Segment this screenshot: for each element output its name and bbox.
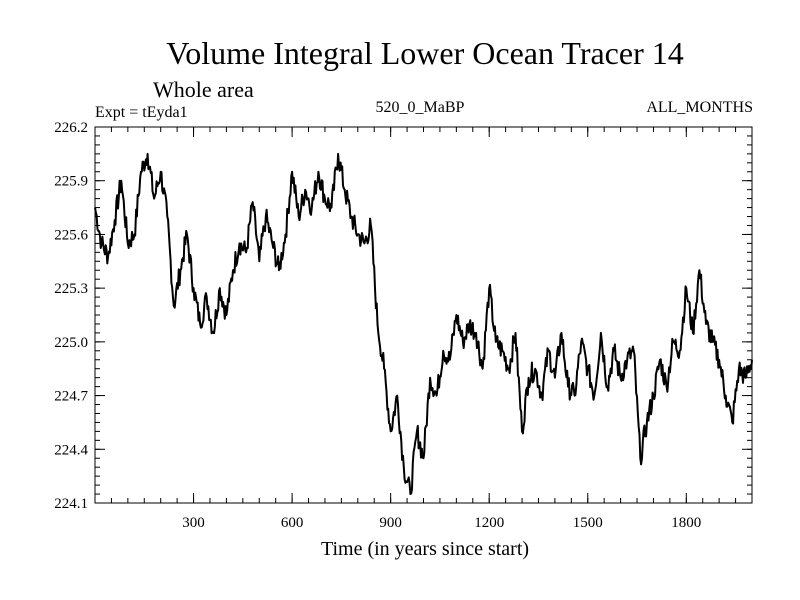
x-tick-label: 1800 bbox=[671, 515, 701, 531]
y-axis-tick-labels: 224.1 224.4 224.7 225.0 225.3 225.6 225.9 226.2 bbox=[54, 120, 88, 512]
y-tick-label: 224.4 bbox=[54, 442, 88, 458]
x-axis-title: Time (in years since start) bbox=[321, 538, 529, 560]
y-tick-label: 224.7 bbox=[54, 389, 88, 405]
y-tick-label: 225.9 bbox=[54, 174, 88, 190]
y-tick-label: 225.0 bbox=[54, 335, 88, 351]
x-tick-label: 1500 bbox=[573, 515, 603, 531]
x-tick-label: 600 bbox=[281, 515, 304, 531]
months-label: ALL_MONTHS bbox=[646, 99, 753, 116]
chart-subtitle: Whole area bbox=[153, 77, 254, 102]
x-tick-label: 1200 bbox=[474, 515, 504, 531]
data-series-line bbox=[94, 152, 753, 495]
expt-label: Expt = tEyda1 bbox=[95, 104, 188, 121]
period-label: 520_0_MaBP bbox=[376, 99, 465, 116]
plot-frame bbox=[94, 126, 753, 504]
y-axis-ticks bbox=[95, 126, 752, 504]
x-tick-label: 900 bbox=[379, 515, 402, 531]
x-axis-tick-labels: 300 600 900 1200 1500 1800 bbox=[182, 515, 701, 531]
chart-title: Volume Integral Lower Ocean Tracer 14 bbox=[166, 35, 683, 71]
x-tick-label: 300 bbox=[182, 515, 205, 531]
y-tick-label: 224.1 bbox=[54, 496, 88, 512]
y-tick-label: 225.6 bbox=[54, 227, 88, 243]
y-tick-label: 226.2 bbox=[54, 120, 88, 136]
y-tick-label: 225.3 bbox=[54, 281, 88, 297]
